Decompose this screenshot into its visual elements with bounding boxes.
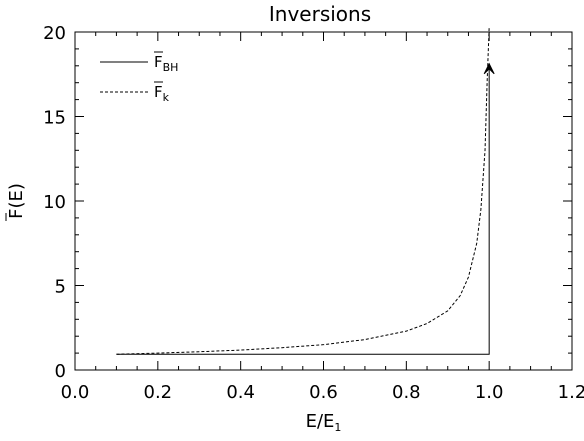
series-line-f-bh <box>116 65 490 355</box>
legend-entry-label: FBH <box>154 53 178 74</box>
annotations <box>483 62 495 75</box>
legend: FBH Fk <box>100 51 178 104</box>
y-tick-label: 20 <box>43 23 66 44</box>
legend-entry-label: Fk <box>154 83 170 104</box>
chart-title: Inversions <box>269 2 371 26</box>
x-tick-label: 0.4 <box>226 382 255 403</box>
legend-entry-subscript: k <box>163 91 170 104</box>
series-line-f-k <box>116 26 490 355</box>
x-tick-label: 0.0 <box>61 382 90 403</box>
y-axis-label-group: F(E) <box>5 183 27 221</box>
chart-text: Inversions <box>269 2 371 26</box>
y-tick-label: 15 <box>43 108 66 129</box>
x-tick-label: 0.8 <box>392 382 421 403</box>
x-tick-label: 1.0 <box>475 382 504 403</box>
y-tick-label: 5 <box>55 277 66 298</box>
y-tick-label: 10 <box>43 192 66 213</box>
series-layer <box>116 26 490 355</box>
x-tick-label: 0.6 <box>309 382 338 403</box>
x-axis-label-subscript: 1 <box>334 421 341 434</box>
plot-frame <box>74 31 573 371</box>
arrow-up-icon <box>483 62 495 75</box>
x-tick-label: 1.2 <box>558 382 584 403</box>
x-tick-label: 0.2 <box>144 382 173 403</box>
y-axis-label: F(E) <box>6 183 27 219</box>
axes: 0.0 0.2 0.4 0.6 0.8 1.0 1.2 0 5 10 15 20 E/E1 F(E) <box>5 23 584 434</box>
y-tick-label: 0 <box>55 361 66 382</box>
legend-entry-subscript: BH <box>163 61 179 74</box>
x-axis-label: E/E1 <box>306 411 342 434</box>
